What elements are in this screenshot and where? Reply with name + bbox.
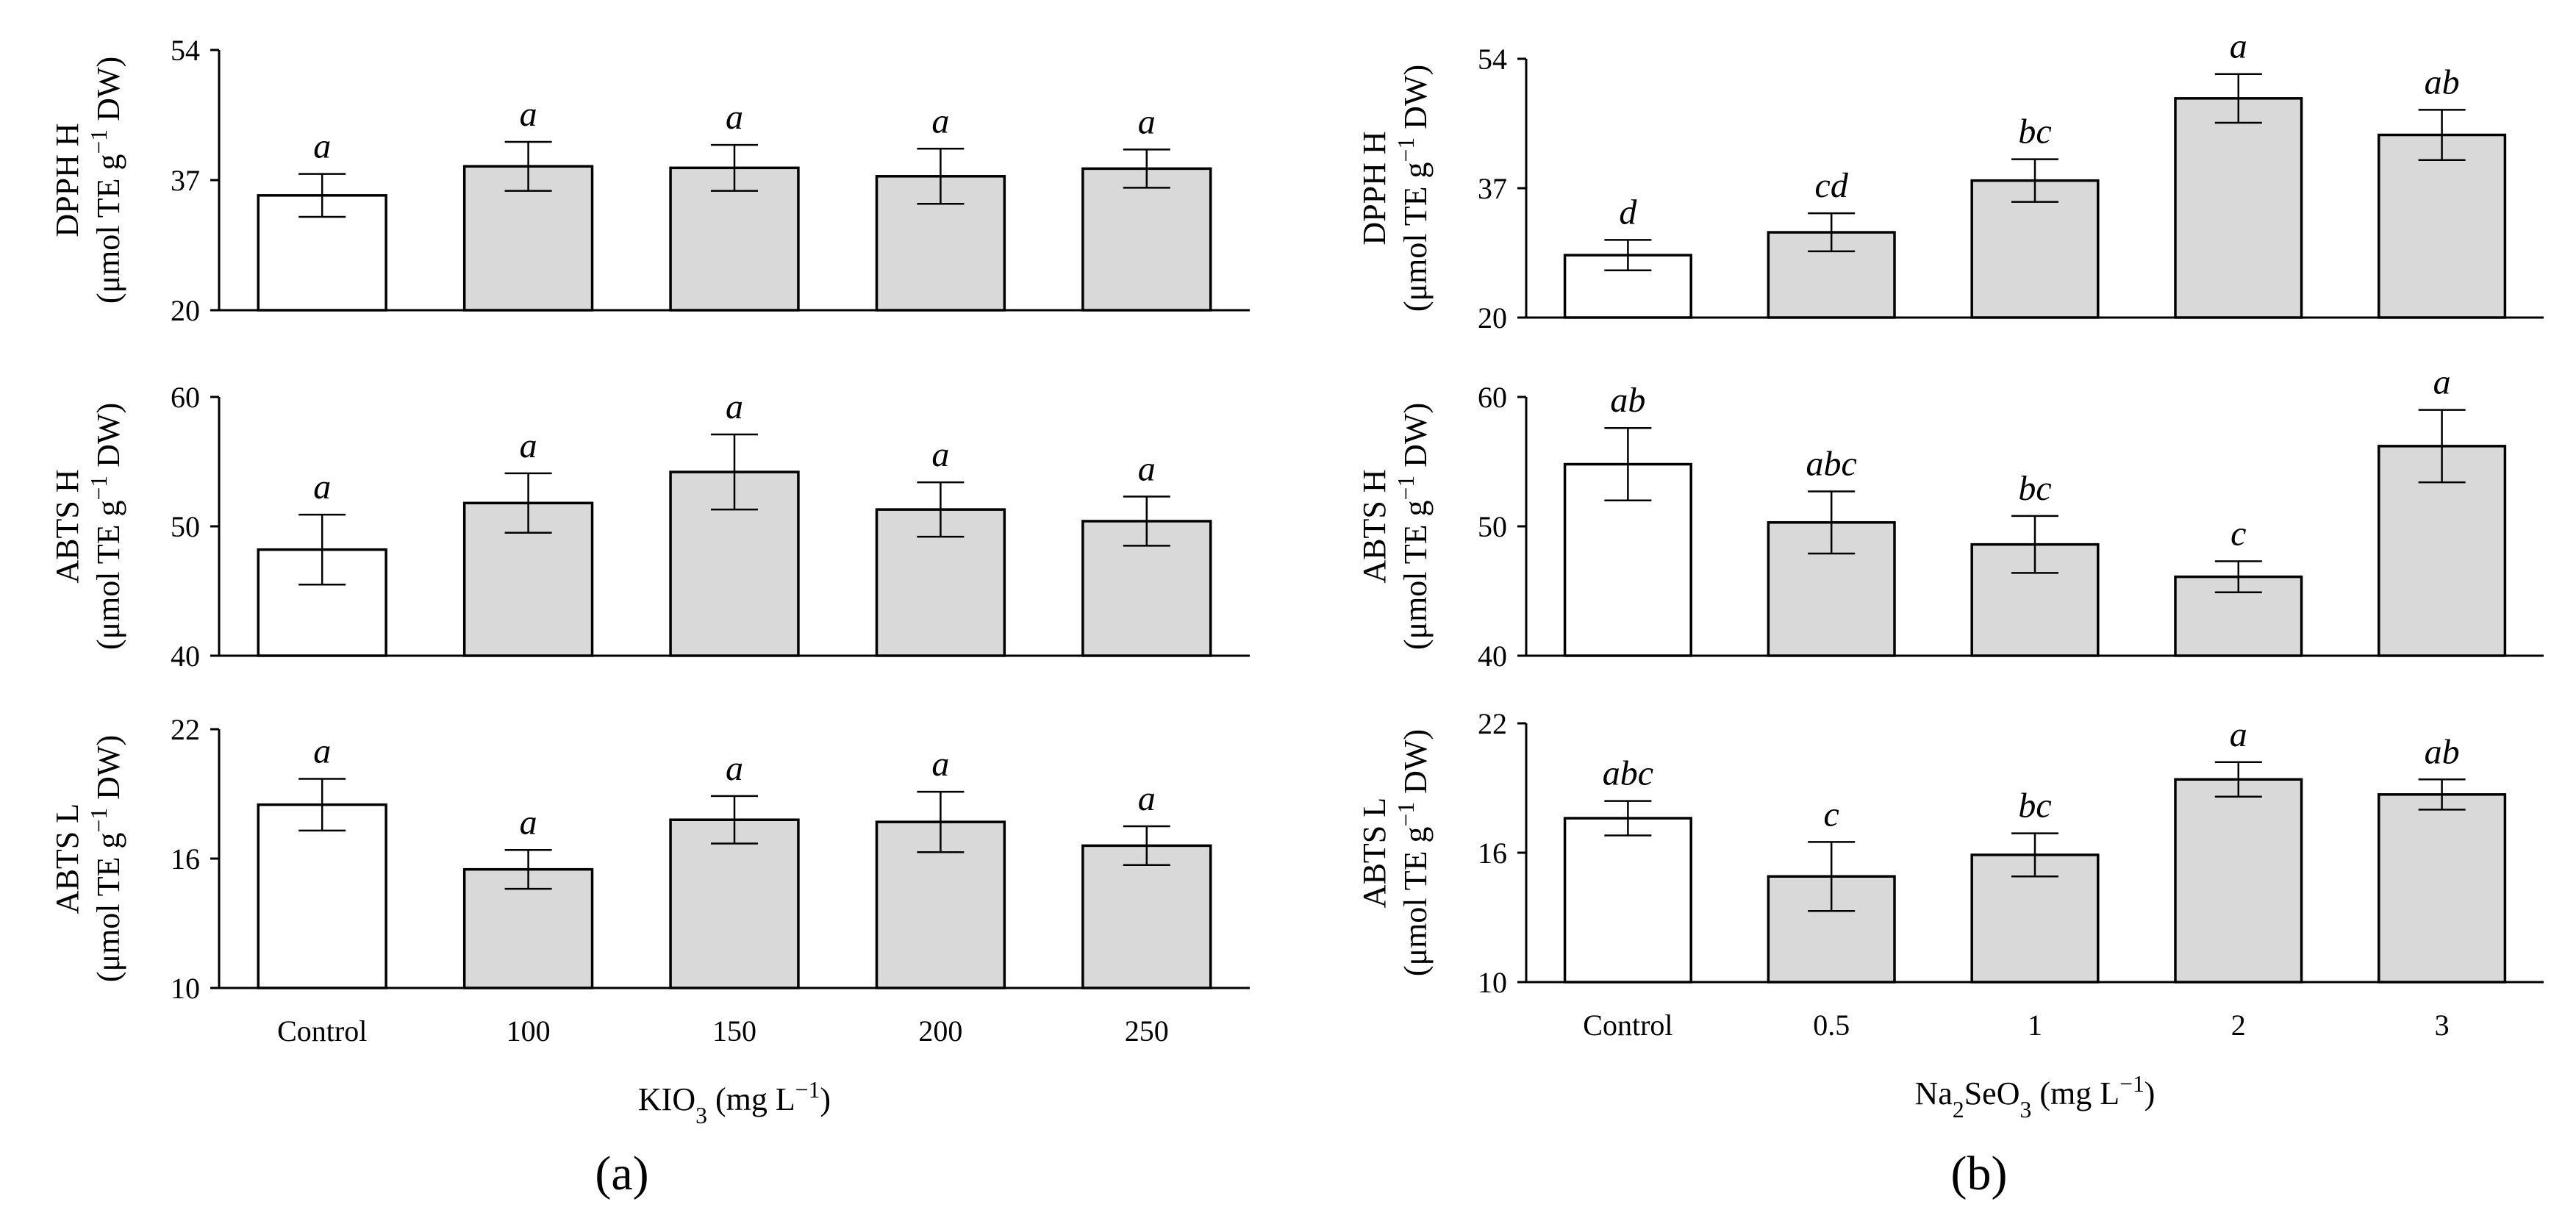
significance-letter: a xyxy=(931,101,949,140)
bar xyxy=(1081,167,1212,312)
y-axis-unit-label: (μmol TE g−1 DW) xyxy=(86,735,127,982)
significance-letter: a xyxy=(726,387,743,426)
y-tick-label: 10 xyxy=(171,972,200,1005)
x-tick-label: 250 xyxy=(1125,1014,1169,1048)
x-tick-label: Control xyxy=(1583,1009,1672,1042)
bar xyxy=(669,818,800,989)
significance-letter: a xyxy=(520,95,537,134)
chart-a-1: 40 50 60 a a a a a ABTS H (μmol TE g−1 DW) xyxy=(49,381,1250,673)
significance-letter: a xyxy=(313,468,331,506)
x-tick-label: 100 xyxy=(507,1014,551,1048)
y-tick-label: 50 xyxy=(171,510,200,543)
significance-letter: a xyxy=(726,749,743,788)
y-tick-label: 50 xyxy=(1478,510,1507,543)
y-tick-label: 22 xyxy=(1478,707,1507,740)
y-axis-label: ABTS H xyxy=(1356,469,1392,583)
significance-letter: a xyxy=(2433,363,2451,402)
y-tick-label: 37 xyxy=(1478,172,1507,205)
y-axis-unit-label: (μmol TE g−1 DW) xyxy=(1393,403,1434,650)
x-tick-label: 0.5 xyxy=(1813,1009,1850,1042)
significance-letter: a xyxy=(931,435,949,474)
significance-letter: a xyxy=(313,127,331,166)
y-axis-label: ABTS L xyxy=(49,803,85,914)
significance-letter: a xyxy=(1138,102,1156,141)
y-tick-label: 20 xyxy=(171,294,200,327)
significance-letter: ab xyxy=(2425,62,2460,101)
significance-letter: a xyxy=(520,426,537,465)
bar xyxy=(2174,778,2303,984)
x-tick-label: 1 xyxy=(2028,1009,2042,1042)
significance-letter: bc xyxy=(2018,469,2051,508)
y-tick-label: 16 xyxy=(171,842,200,876)
bar xyxy=(1970,179,2100,319)
y-tick-label: 54 xyxy=(1478,43,1507,76)
y-tick-label: 40 xyxy=(1478,640,1507,673)
significance-letter: a xyxy=(313,731,331,770)
x-tick-label: 3 xyxy=(2435,1009,2450,1042)
significance-letter: ab xyxy=(2425,732,2460,771)
x-axis-label: KIO3 (mg L−1) xyxy=(638,1077,831,1128)
x-tick-label: Control xyxy=(277,1014,367,1048)
bar xyxy=(2174,97,2303,319)
y-axis-label: DPPH H xyxy=(1356,131,1392,245)
panel-label-a: (a) xyxy=(595,1147,648,1200)
y-tick-label: 20 xyxy=(1478,301,1507,334)
significance-letter: d xyxy=(1619,193,1637,232)
y-tick-label: 16 xyxy=(1478,837,1507,870)
y-tick-label: 60 xyxy=(171,381,200,414)
bar xyxy=(1563,817,1692,984)
chart-a-2: 10 16 22 a Control a 100 a 150 a 200 a 250 ABTS L (μmo… xyxy=(49,713,1250,1128)
bar xyxy=(2378,133,2507,319)
x-tick-label: 2 xyxy=(2231,1009,2246,1042)
chart-b-2: 10 16 22 abc Control c 0.5 bc 1 a 2 ab 3 ABTS L (μmol … xyxy=(1356,707,2544,1122)
significance-letter: a xyxy=(520,803,537,842)
significance-letter: ab xyxy=(1610,381,1645,420)
significance-letter: a xyxy=(2230,715,2247,754)
bar xyxy=(1081,844,1212,989)
y-axis-label: ABTS H xyxy=(49,469,85,583)
y-tick-label: 60 xyxy=(1478,381,1507,414)
y-tick-label: 40 xyxy=(171,640,200,673)
y-axis-label: DPPH H xyxy=(49,123,85,237)
chart-b-0: 20 37 54 d cd bc a ab DPPH H (μmol TE g−1 DW) xyxy=(1356,27,2544,334)
significance-letter: a xyxy=(1138,779,1156,818)
significance-letter: bc xyxy=(2018,787,2051,826)
x-tick-label: 200 xyxy=(918,1014,962,1048)
x-axis-label: Na2SeO3 (mg L−1) xyxy=(1915,1071,2155,1122)
significance-letter: bc xyxy=(2018,112,2051,151)
significance-letter: a xyxy=(931,745,949,784)
significance-letter: abc xyxy=(1603,754,1653,793)
chart-a-0: 20 37 54 a a a a a DPPH H (μmol TE g−1 DW) xyxy=(49,34,1250,327)
significance-letter: a xyxy=(726,98,743,137)
x-tick-label: 150 xyxy=(712,1014,756,1048)
significance-letter: cd xyxy=(1815,166,1849,205)
bar xyxy=(257,803,387,989)
y-axis-unit-label: (μmol TE g−1 DW) xyxy=(1393,65,1434,312)
y-tick-label: 54 xyxy=(171,34,200,67)
significance-letter: c xyxy=(2230,515,2246,554)
chart-b-1: 40 50 60 ab abc bc c a ABTS H (μmol TE g−1 DW) xyxy=(1356,363,2544,673)
y-tick-label: 22 xyxy=(171,713,200,746)
y-tick-label: 10 xyxy=(1478,966,1507,999)
bar xyxy=(2378,793,2507,984)
panel-label-b: (b) xyxy=(1951,1147,2008,1200)
significance-letter: c xyxy=(1824,795,1839,834)
significance-letter: a xyxy=(2230,27,2247,66)
y-axis-unit-label: (μmol TE g−1 DW) xyxy=(86,57,127,304)
significance-letter: abc xyxy=(1806,444,1857,483)
y-tick-label: 37 xyxy=(171,164,200,197)
y-axis-label: ABTS L xyxy=(1356,798,1392,908)
significance-letter: a xyxy=(1138,450,1156,489)
y-axis-unit-label: (μmol TE g−1 DW) xyxy=(86,403,127,650)
y-axis-unit-label: (μmol TE g−1 DW) xyxy=(1393,729,1434,976)
